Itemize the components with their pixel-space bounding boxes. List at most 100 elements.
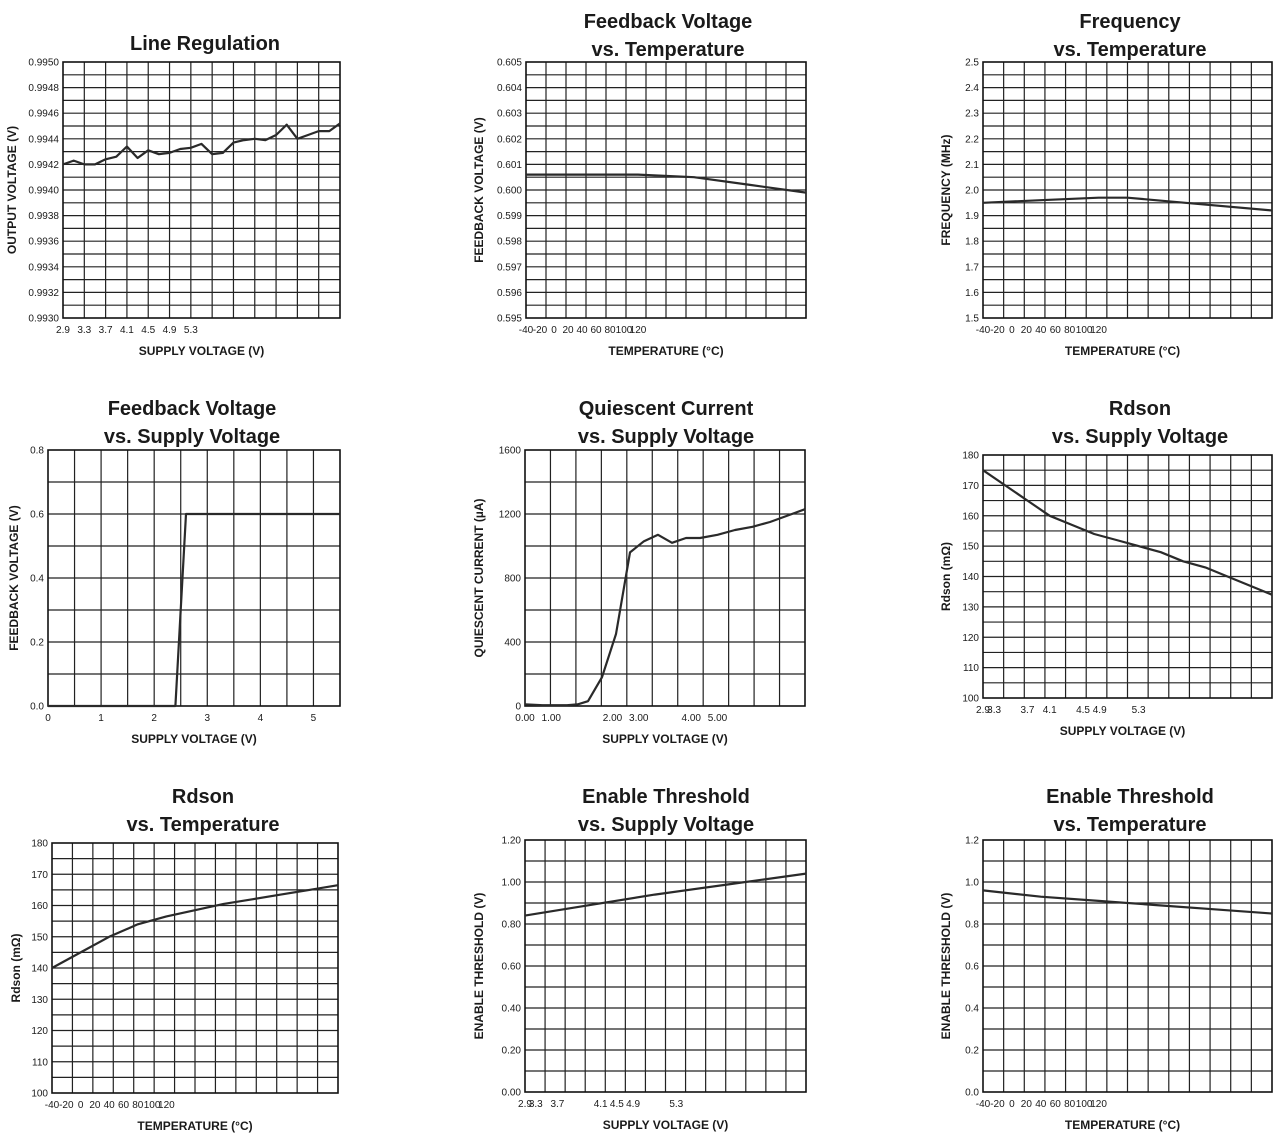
series-line	[526, 173, 807, 194]
y-tick-label: 1.2	[965, 836, 979, 847]
x-tick-label: -20	[990, 325, 1005, 336]
y-tick-label: 0.9936	[28, 237, 59, 248]
y-tick-label: 1.8	[965, 237, 979, 248]
x-axis-label: SUPPLY VOLTAGE (V)	[603, 1118, 729, 1132]
grid	[983, 840, 1272, 1092]
x-tick-label: 40	[576, 325, 588, 336]
grid	[983, 62, 1272, 318]
y-tick-label: 1600	[499, 446, 522, 457]
y-tick-label: 0.80	[502, 920, 522, 931]
x-tick-label: 5.3	[669, 1099, 683, 1110]
x-tick-label: 5.00	[708, 713, 728, 724]
x-tick-label: 0	[1009, 1099, 1015, 1110]
x-axis-label: SUPPLY VOLTAGE (V)	[1060, 724, 1186, 738]
chart-title: vs. Supply Voltage	[578, 814, 754, 836]
x-tick-label: 60	[1050, 1099, 1062, 1110]
x-tick-label: -40	[976, 1099, 991, 1110]
x-tick-label: 0.00	[515, 713, 535, 724]
y-tick-label: 0.40	[502, 1004, 522, 1015]
y-axis-label: Rdson (mΩ)	[9, 934, 23, 1003]
chart-panel: Rdson vs. Supply Voltage 180 170 160 150 140 13…	[939, 398, 1273, 738]
chart-title: Quiescent Current	[579, 398, 754, 420]
x-tick-label: -40	[45, 1100, 60, 1111]
x-tick-label: 120	[1090, 325, 1107, 336]
y-tick-label: 2.2	[965, 134, 979, 145]
y-tick-label: 0.9938	[28, 211, 59, 222]
x-tick-label: 4.9	[163, 325, 177, 336]
x-tick-label: 5.3	[1132, 705, 1146, 716]
chart-title: vs. Temperature	[591, 39, 744, 61]
y-tick-label: 0.9946	[28, 109, 59, 120]
x-tick-label: 1.00	[542, 713, 562, 724]
plot-frame	[982, 839, 1273, 1093]
y-tick-label: 100	[962, 694, 979, 705]
x-tick-label: 80	[1064, 325, 1076, 336]
series-line	[982, 196, 1273, 212]
x-tick-label: 20	[89, 1100, 101, 1111]
grid	[526, 62, 806, 318]
y-tick-label: 0.9940	[28, 186, 59, 197]
x-tick-label: 120	[630, 325, 647, 336]
x-tick-label: 40	[104, 1100, 116, 1111]
x-tick-label: 3.3	[987, 705, 1001, 716]
x-tick-label: -40	[976, 325, 991, 336]
chart-title: Feedback Voltage	[108, 398, 277, 420]
y-tick-label: 120	[31, 1026, 48, 1037]
y-tick-label: 140	[962, 572, 979, 583]
grid	[63, 62, 340, 318]
y-tick-label: 2.5	[965, 58, 979, 69]
chart-title: Enable Threshold	[582, 786, 750, 808]
x-tick-label: 2.00	[603, 713, 623, 724]
x-tick-label: 4.1	[120, 325, 134, 336]
chart-title: Frequency	[1079, 11, 1181, 33]
plot-frame	[982, 454, 1273, 699]
series-line	[51, 884, 339, 969]
y-tick-label: 0.0	[30, 702, 44, 713]
x-axis-label: TEMPERATURE (°C)	[608, 344, 723, 358]
y-tick-label: 1.00	[502, 878, 522, 889]
x-tick-label: 0	[45, 713, 51, 724]
y-tick-label: 0.4	[30, 574, 44, 585]
y-tick-label: 1.9	[965, 211, 979, 222]
y-axis-label: ENABLE THRESHOLD (V)	[939, 893, 953, 1040]
chart-title: Enable Threshold	[1046, 786, 1214, 808]
x-tick-label: 4.5	[141, 325, 155, 336]
y-tick-label: 170	[31, 870, 48, 881]
y-tick-label: 0.2	[30, 638, 44, 649]
x-tick-label: 4.5	[1076, 705, 1090, 716]
y-tick-label: 1.0	[965, 878, 979, 889]
y-axis-label: QUIESCENT CURRENT (µA)	[472, 499, 486, 658]
y-tick-label: 0.603	[497, 109, 522, 120]
series-line	[524, 508, 806, 707]
x-axis-label: SUPPLY VOLTAGE (V)	[131, 732, 257, 746]
y-tick-label: 1200	[499, 510, 522, 521]
y-tick-label: 180	[31, 839, 48, 850]
plot-frame	[47, 449, 341, 707]
y-tick-label: 0.597	[497, 262, 522, 273]
y-tick-label: 130	[31, 995, 48, 1006]
y-tick-label: 0.596	[497, 288, 522, 299]
x-tick-label: 60	[590, 325, 602, 336]
y-tick-label: 1.20	[502, 836, 522, 847]
chart-panel: Enable Threshold vs. Supply Voltage 1.20 1.…	[472, 786, 807, 1132]
x-tick-label: 3.7	[1021, 705, 1035, 716]
chart-title: vs. Temperature	[126, 814, 279, 836]
y-tick-label: 110	[963, 663, 979, 674]
y-tick-label: 150	[962, 542, 979, 553]
y-tick-label: 0.60	[502, 962, 522, 973]
x-tick-label: 4.00	[682, 713, 702, 724]
x-tick-label: 80	[132, 1100, 144, 1111]
x-tick-label: 120	[158, 1100, 175, 1111]
y-tick-label: 0.0	[965, 1088, 979, 1099]
chart-title: Line Regulation	[130, 33, 280, 55]
y-tick-label: 0.9944	[28, 134, 59, 145]
x-tick-label: 0	[551, 325, 557, 336]
x-tick-label: -20	[990, 1099, 1005, 1110]
y-tick-label: 0.8	[30, 446, 44, 457]
y-axis-label: Rdson (mΩ)	[939, 542, 953, 611]
y-tick-label: 0.598	[497, 237, 522, 248]
y-tick-label: 0.604	[497, 83, 522, 94]
y-tick-label: 0.600	[497, 186, 522, 197]
y-tick-label: 1.6	[965, 288, 979, 299]
